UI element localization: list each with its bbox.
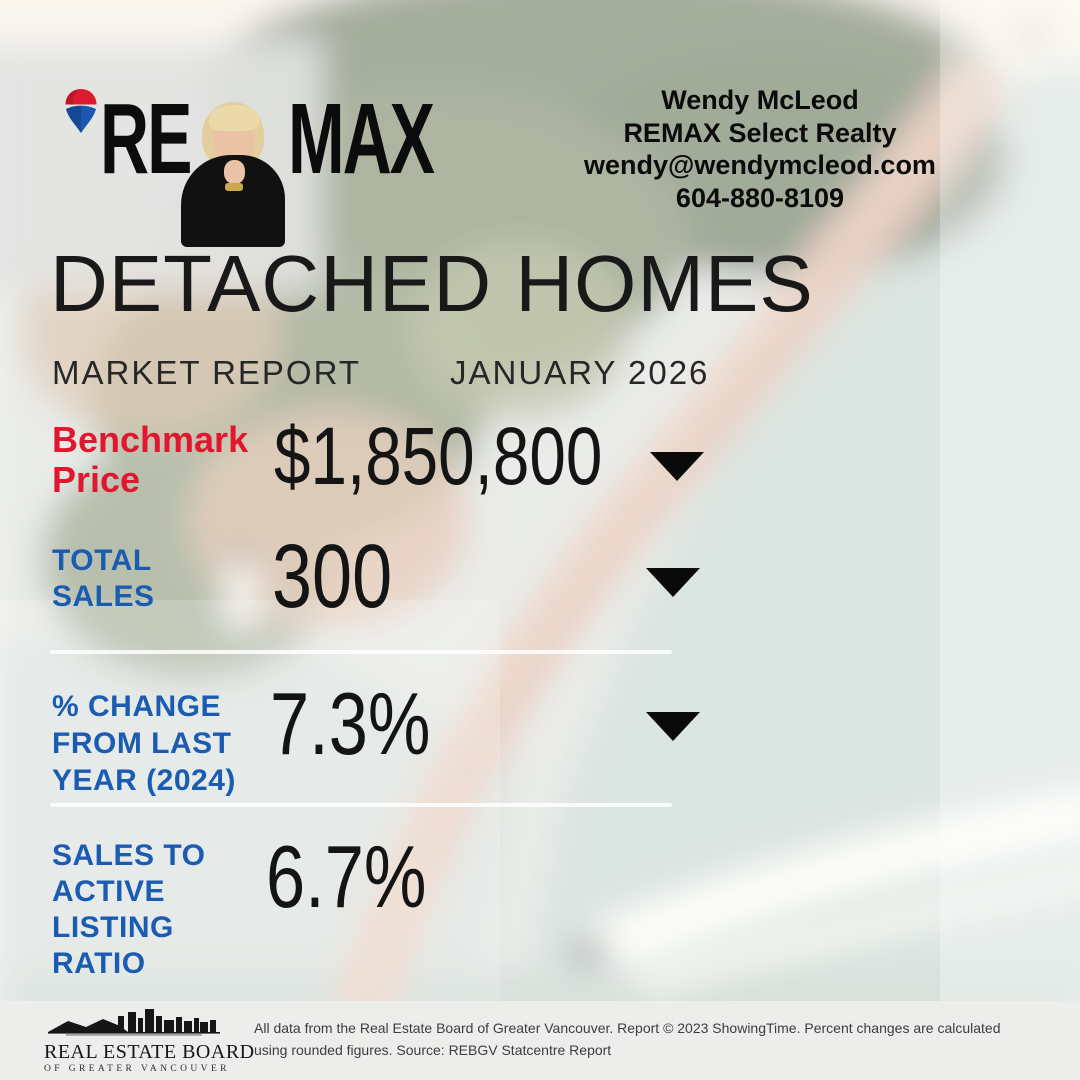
- benchmark-price-label: Benchmark Price: [52, 420, 248, 500]
- benchmark-label-line2: Price: [52, 459, 141, 500]
- rebgv-logo: REAL ESTATE BOARD OF GREATER VANCOUVER: [44, 1008, 255, 1075]
- portrait-hand: [224, 160, 245, 184]
- agent-phone: 604-880-8109: [675, 182, 845, 213]
- subtitle-market-report: MARKET REPORT: [52, 354, 361, 391]
- benchmark-label-line1: Benchmark: [52, 419, 249, 460]
- remax-wordmark-re: RE: [100, 83, 192, 195]
- pct-change-label-line1: % CHANGE: [52, 690, 222, 723]
- remax-balloon-icon: [65, 89, 97, 133]
- disclaimer-text: All data from the Real Estate Board of G…: [254, 1020, 1001, 1058]
- total-sales-label-line2: SALES: [52, 580, 155, 613]
- portrait-fringe: [209, 105, 259, 131]
- pct-change-label-line3: YEAR (2024): [52, 764, 236, 797]
- down-triangle-icon: [646, 712, 700, 741]
- skyline-icon: [48, 1009, 220, 1036]
- remax-wordmark-max: MAX: [288, 83, 435, 195]
- sales-ratio-label: SALES TO ACTIVE LISTING RATIO: [52, 838, 205, 982]
- divider: [50, 803, 672, 807]
- agent-portrait: [180, 100, 286, 247]
- agent-name: Wendy McLeod: [661, 85, 859, 115]
- pct-change-value: 7.3%: [270, 674, 431, 773]
- down-triangle-icon: [650, 452, 704, 481]
- page-title: DETACHED HOMES: [50, 239, 814, 328]
- sales-ratio-label-line3: LISTING: [52, 911, 174, 944]
- sales-ratio-value: 6.7%: [266, 827, 427, 926]
- pct-change-label-line2: FROM LAST: [52, 727, 232, 760]
- agent-brokerage: REMAX Select Realty: [623, 117, 897, 148]
- sales-ratio-label-line4: RATIO: [52, 947, 146, 980]
- divider: [50, 650, 672, 654]
- board-name: REAL ESTATE BOARD: [44, 1041, 255, 1063]
- total-sales-label-line1: TOTAL: [52, 544, 152, 577]
- sales-ratio-label-line1: SALES TO: [52, 839, 206, 872]
- pct-change-label: % CHANGE FROM LAST YEAR (2024): [52, 688, 236, 799]
- subtitle-date: JANUARY 2026: [450, 354, 710, 391]
- down-triangle-icon: [646, 568, 700, 597]
- footer-band: REAL ESTATE BOARD OF GREATER VANCOUVER A…: [0, 1001, 1080, 1080]
- board-subtitle: OF GREATER VANCOUVER: [44, 1064, 230, 1074]
- contact-block: Wendy McLeod REMAX Select Realty wendy@w…: [520, 84, 1000, 214]
- portrait-watch: [225, 183, 243, 191]
- benchmark-price-value: $1,850,800: [274, 411, 603, 502]
- agent-email: wendy@wendymcleod.com: [584, 150, 936, 180]
- total-sales-label: TOTAL SALES: [52, 543, 155, 615]
- total-sales-value: 300: [272, 527, 393, 627]
- sales-ratio-label-line2: ACTIVE: [52, 875, 166, 908]
